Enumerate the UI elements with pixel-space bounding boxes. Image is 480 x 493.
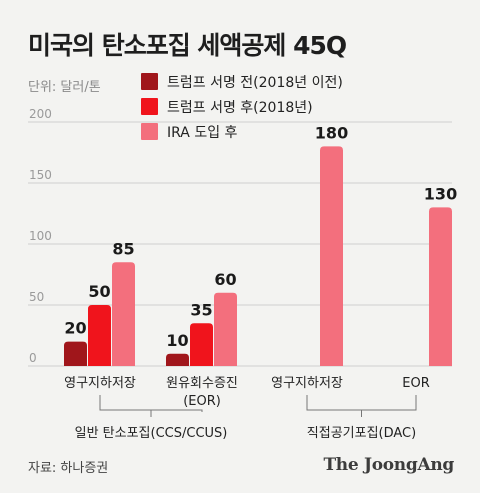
legend: 트럼프 서명 전(2018년 이전) 트럼프 서명 후(2018년) IRA 도… bbox=[141, 69, 343, 144]
group-bracket bbox=[306, 395, 417, 411]
data-label: 85 bbox=[112, 239, 134, 258]
legend-label: IRA 도입 후 bbox=[167, 124, 238, 141]
unit-label: 단위: 달러/톤 bbox=[28, 80, 101, 95]
brand-logo: The JoongAng bbox=[323, 455, 454, 475]
bar bbox=[112, 262, 135, 366]
source-note: 자료: 하나증권 bbox=[28, 461, 109, 476]
category-label: 원유회수증진 bbox=[166, 376, 238, 391]
data-label: 60 bbox=[214, 270, 236, 289]
y-tick-label: 0 bbox=[29, 351, 37, 365]
chart-title: 미국의 탄소포집 세액공제 45Q bbox=[28, 31, 347, 60]
bar bbox=[190, 323, 213, 366]
legend-swatch bbox=[141, 123, 158, 140]
bar bbox=[88, 305, 111, 366]
bar bbox=[166, 353, 189, 366]
group-label: 직접공기포집(DAC) bbox=[307, 426, 416, 441]
legend-label: 트럼프 서명 후(2018년) bbox=[167, 99, 313, 116]
bar bbox=[214, 292, 237, 366]
category-label: (EOR) bbox=[183, 394, 221, 409]
bar bbox=[429, 207, 452, 366]
legend-swatch bbox=[141, 98, 158, 115]
y-tick-label: 50 bbox=[29, 290, 44, 304]
legend-label: 트럼프 서명 전(2018년 이전) bbox=[167, 74, 343, 91]
category-label: 영구지하저장 bbox=[271, 376, 343, 391]
category-label: EOR bbox=[402, 376, 429, 391]
data-label: 180 bbox=[315, 123, 348, 142]
y-tick-label: 200 bbox=[29, 107, 52, 121]
legend-item: 트럼프 서명 전(2018년 이전) bbox=[141, 69, 343, 94]
data-label: 130 bbox=[424, 184, 457, 203]
data-label: 35 bbox=[190, 300, 212, 319]
legend-item: IRA 도입 후 bbox=[141, 119, 343, 144]
legend-swatch bbox=[141, 73, 158, 90]
data-label: 50 bbox=[88, 282, 110, 301]
y-tick-label: 150 bbox=[29, 168, 52, 182]
bar bbox=[64, 341, 87, 366]
bar bbox=[320, 146, 343, 366]
data-label: 10 bbox=[166, 331, 188, 350]
legend-item: 트럼프 서명 후(2018년) bbox=[141, 94, 343, 119]
y-tick-label: 100 bbox=[29, 229, 52, 243]
data-label: 20 bbox=[64, 319, 86, 338]
category-label: 영구지하저장 bbox=[64, 376, 136, 391]
group-label: 일반 탄소포집(CCS/CCUS) bbox=[75, 426, 228, 441]
